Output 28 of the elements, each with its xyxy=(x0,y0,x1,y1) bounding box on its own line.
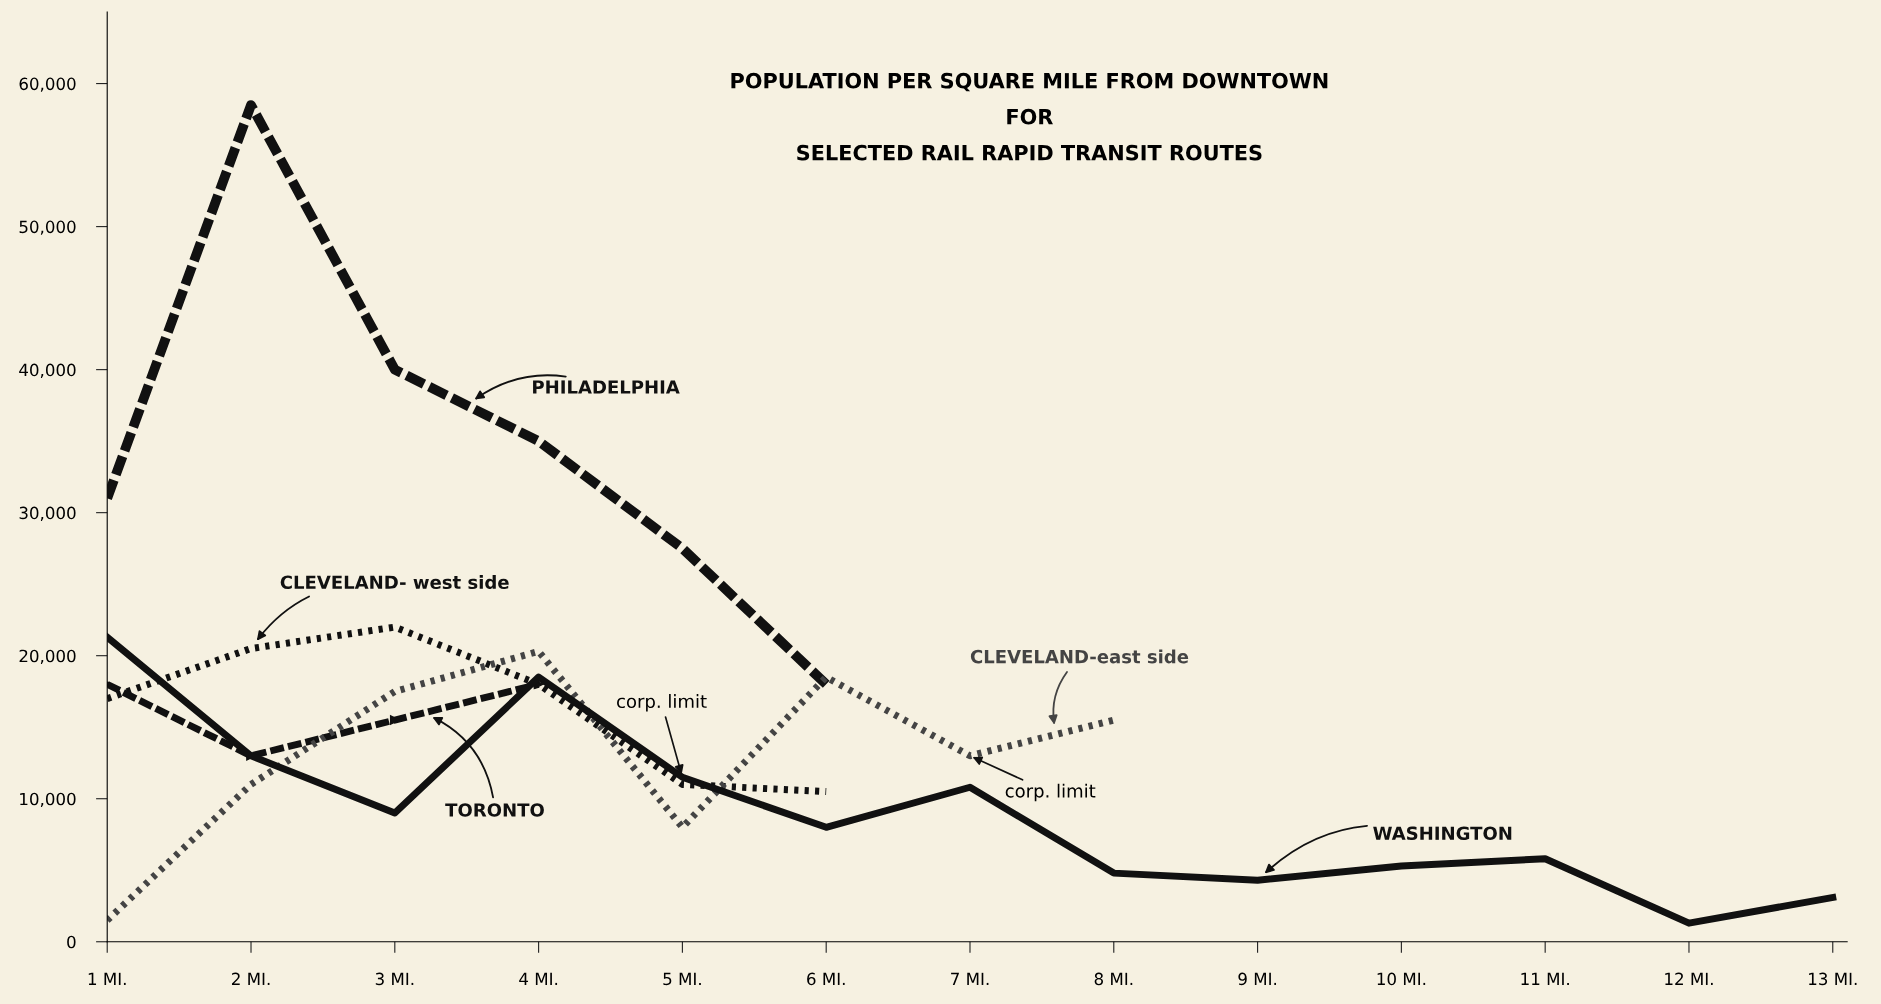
y-tick-label: 10,000 xyxy=(20,792,76,807)
text: POPULATION PER SQUARE MILE FROM DOWNTOWN FOR SELECTED RAIL RAPID TRANSIT ROUTES xyxy=(731,72,1328,161)
text: CLEVELAND-east side xyxy=(970,649,1189,664)
y-tick-label: 40,000 xyxy=(19,363,76,378)
text: TORONTO xyxy=(445,803,544,817)
x-tick-label: 12 MI. xyxy=(1665,972,1713,985)
series-label: WASHINGTON xyxy=(1373,826,1512,841)
y-tick-label: 30,000 xyxy=(19,506,76,521)
x-tick-label: 1 MI. xyxy=(88,972,126,985)
x-tick-label: 5 MI. xyxy=(663,972,701,986)
x-tick-label: 4 MI. xyxy=(519,972,558,985)
x-tick-label: 13 MI. xyxy=(1809,972,1857,986)
annotation: corp. limit xyxy=(617,694,707,712)
x-tick-label: 11 MI. xyxy=(1521,972,1569,985)
x-tick-label: 9 MI. xyxy=(1238,972,1277,986)
text: CLEVELAND- west side xyxy=(280,575,509,590)
annotation: corp. limit xyxy=(1005,783,1096,802)
y-tick-label: 20,000 xyxy=(19,649,76,664)
y-tick-label: 60,000 xyxy=(19,77,76,92)
x-tick-label: 3 MI. xyxy=(375,972,414,986)
x-tick-label: 6 MI. xyxy=(807,972,845,986)
x-tick-label: 10 MI. xyxy=(1377,972,1426,986)
x-tick-label: 2 MI. xyxy=(231,972,270,985)
y-tick-label: 0 xyxy=(67,935,76,949)
y-tick-label: 50,000 xyxy=(19,220,76,235)
x-tick-label: 7 MI. xyxy=(951,972,989,985)
x-tick-label: 8 MI. xyxy=(1094,972,1133,986)
text: PHILADELPHIA xyxy=(533,380,680,394)
